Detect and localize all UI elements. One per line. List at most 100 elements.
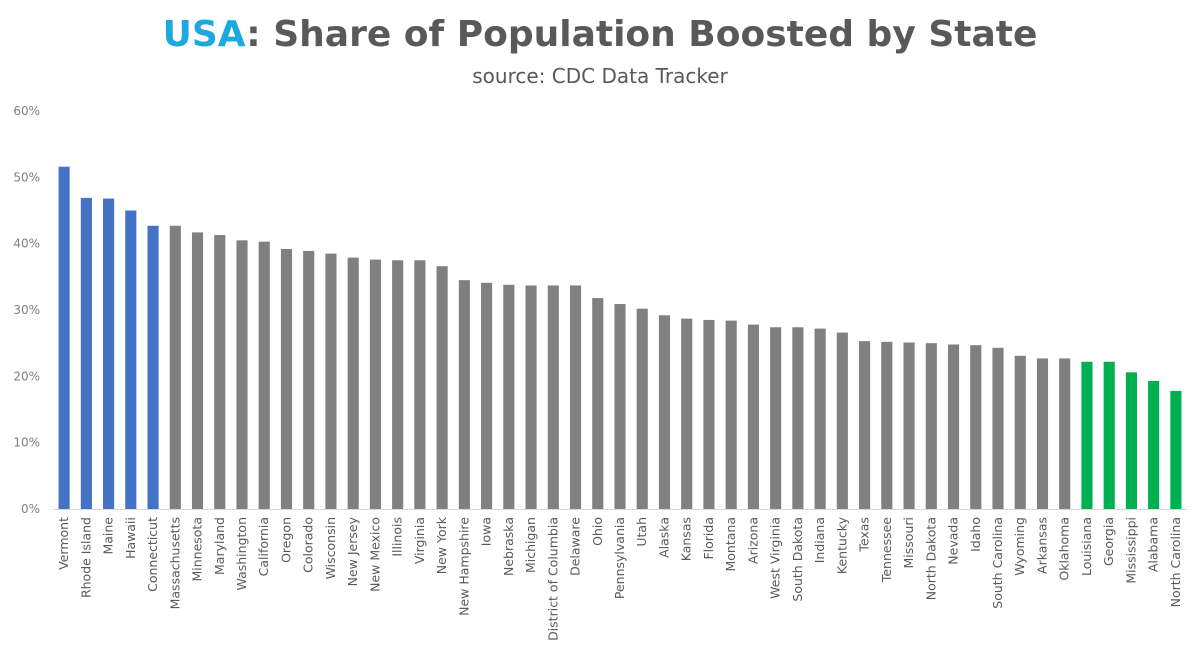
x-tick-label: New Jersey bbox=[345, 516, 360, 586]
x-tick-label: Missouri bbox=[901, 517, 916, 568]
x-tick-label: South Dakota bbox=[790, 517, 805, 602]
x-tick-label: Idaho bbox=[968, 517, 983, 552]
x-tick-label: Vermont bbox=[56, 517, 71, 570]
bar bbox=[814, 328, 826, 509]
bar bbox=[1014, 355, 1026, 509]
bar bbox=[169, 225, 181, 509]
x-tick-label: Montana bbox=[723, 517, 738, 572]
x-tick-label: Kansas bbox=[679, 517, 694, 561]
bar bbox=[458, 280, 470, 509]
x-tick-label: Tennessee bbox=[879, 517, 894, 583]
bar bbox=[147, 225, 159, 509]
bar bbox=[214, 235, 226, 510]
bar bbox=[103, 198, 115, 509]
bar bbox=[903, 342, 915, 509]
bar bbox=[1125, 372, 1137, 509]
x-tick-label: South Carolina bbox=[990, 517, 1005, 609]
x-tick-label: California bbox=[256, 517, 271, 576]
x-tick-label: District of Columbia bbox=[545, 517, 560, 641]
bar bbox=[392, 260, 404, 509]
bar bbox=[925, 343, 937, 509]
x-tick-label: Washington bbox=[234, 517, 249, 590]
y-tick-label: 30% bbox=[13, 303, 40, 317]
bar bbox=[481, 282, 493, 509]
chart-title-rest: : Share of Population Boosted by State bbox=[246, 14, 1038, 55]
bar bbox=[258, 241, 270, 509]
x-tick-label: Mississippi bbox=[1123, 517, 1138, 584]
bar bbox=[1148, 380, 1160, 509]
x-tick-label: Arizona bbox=[745, 517, 760, 564]
x-tick-label: Nevada bbox=[946, 517, 961, 565]
bar bbox=[836, 332, 848, 509]
x-tick-label: Virginia bbox=[412, 517, 427, 564]
x-axis-labels: Vermont Rhode Island Maine Hawaii Connecticu… bbox=[56, 516, 1183, 641]
chart-title: USA: Share of Population Boosted by Stat… bbox=[0, 14, 1200, 55]
bar bbox=[191, 232, 204, 509]
x-tick-label: Louisiana bbox=[1079, 517, 1094, 576]
x-tick-label: Illinois bbox=[390, 517, 405, 557]
x-tick-label: Pennsylvania bbox=[612, 517, 627, 599]
x-tick-label: Delaware bbox=[568, 517, 583, 576]
x-tick-label: Utah bbox=[634, 517, 649, 547]
x-tick-label: Florida bbox=[701, 517, 716, 560]
x-tick-label: Wyoming bbox=[1012, 517, 1027, 576]
x-tick-label: Alaska bbox=[656, 517, 671, 558]
x-tick-label: Arkansas bbox=[1034, 517, 1049, 574]
chart-subtitle: source: CDC Data Tracker bbox=[472, 64, 728, 88]
bar bbox=[947, 344, 960, 509]
y-axis: 0% 10% 20% 30% 40% 50% 60% bbox=[13, 104, 40, 516]
x-tick-label: West Virginia bbox=[768, 517, 783, 599]
y-tick-label: 0% bbox=[21, 502, 40, 516]
bar bbox=[1059, 358, 1071, 509]
bar bbox=[658, 315, 671, 509]
y-tick-label: 40% bbox=[13, 237, 40, 251]
x-tick-label: Alabama bbox=[1146, 517, 1161, 572]
bar bbox=[859, 341, 871, 509]
bars bbox=[58, 166, 1182, 510]
bar bbox=[592, 298, 604, 509]
y-tick-label: 20% bbox=[13, 369, 40, 383]
bar bbox=[503, 284, 515, 509]
x-tick-label: Ohio bbox=[590, 517, 605, 546]
x-tick-label: New Mexico bbox=[367, 517, 382, 592]
x-tick-label: Oklahoma bbox=[1057, 517, 1072, 581]
bar bbox=[1036, 358, 1049, 509]
chart-title-accent: USA bbox=[162, 14, 247, 55]
x-tick-label: Oregon bbox=[278, 517, 293, 563]
x-tick-label: Wisconsin bbox=[323, 517, 338, 579]
bar bbox=[881, 341, 893, 509]
x-tick-label: Colorado bbox=[301, 517, 316, 573]
y-tick-label: 10% bbox=[13, 436, 40, 450]
x-tick-label: New Hampshire bbox=[456, 517, 471, 616]
x-tick-label: North Dakota bbox=[923, 517, 938, 600]
bar bbox=[725, 320, 737, 509]
bar bbox=[347, 257, 359, 509]
x-tick-label: Massachusetts bbox=[167, 517, 182, 609]
y-tick-label: 50% bbox=[13, 170, 40, 184]
bar bbox=[369, 259, 381, 509]
x-tick-label: New York bbox=[434, 516, 449, 574]
y-tick-label: 60% bbox=[13, 104, 40, 118]
bar bbox=[681, 318, 693, 509]
bar bbox=[770, 327, 782, 509]
bar bbox=[436, 266, 448, 509]
bar bbox=[80, 197, 92, 509]
bar bbox=[547, 285, 559, 509]
bar bbox=[792, 327, 804, 509]
bar bbox=[1103, 361, 1115, 509]
x-tick-label: Georgia bbox=[1101, 517, 1116, 566]
x-tick-label: Rhode Island bbox=[78, 517, 93, 598]
bar bbox=[325, 253, 337, 509]
x-tick-label: Indiana bbox=[812, 517, 827, 563]
x-tick-label: Nebraska bbox=[501, 517, 516, 576]
x-tick-label: Hawaii bbox=[123, 517, 138, 559]
bar bbox=[1081, 361, 1093, 509]
x-tick-label: Iowa bbox=[479, 517, 494, 546]
x-tick-label: Connecticut bbox=[145, 517, 160, 592]
x-tick-label: Maine bbox=[101, 517, 116, 555]
bar bbox=[747, 324, 759, 509]
bar bbox=[970, 345, 982, 509]
bar bbox=[414, 260, 426, 509]
bar bbox=[280, 248, 293, 509]
